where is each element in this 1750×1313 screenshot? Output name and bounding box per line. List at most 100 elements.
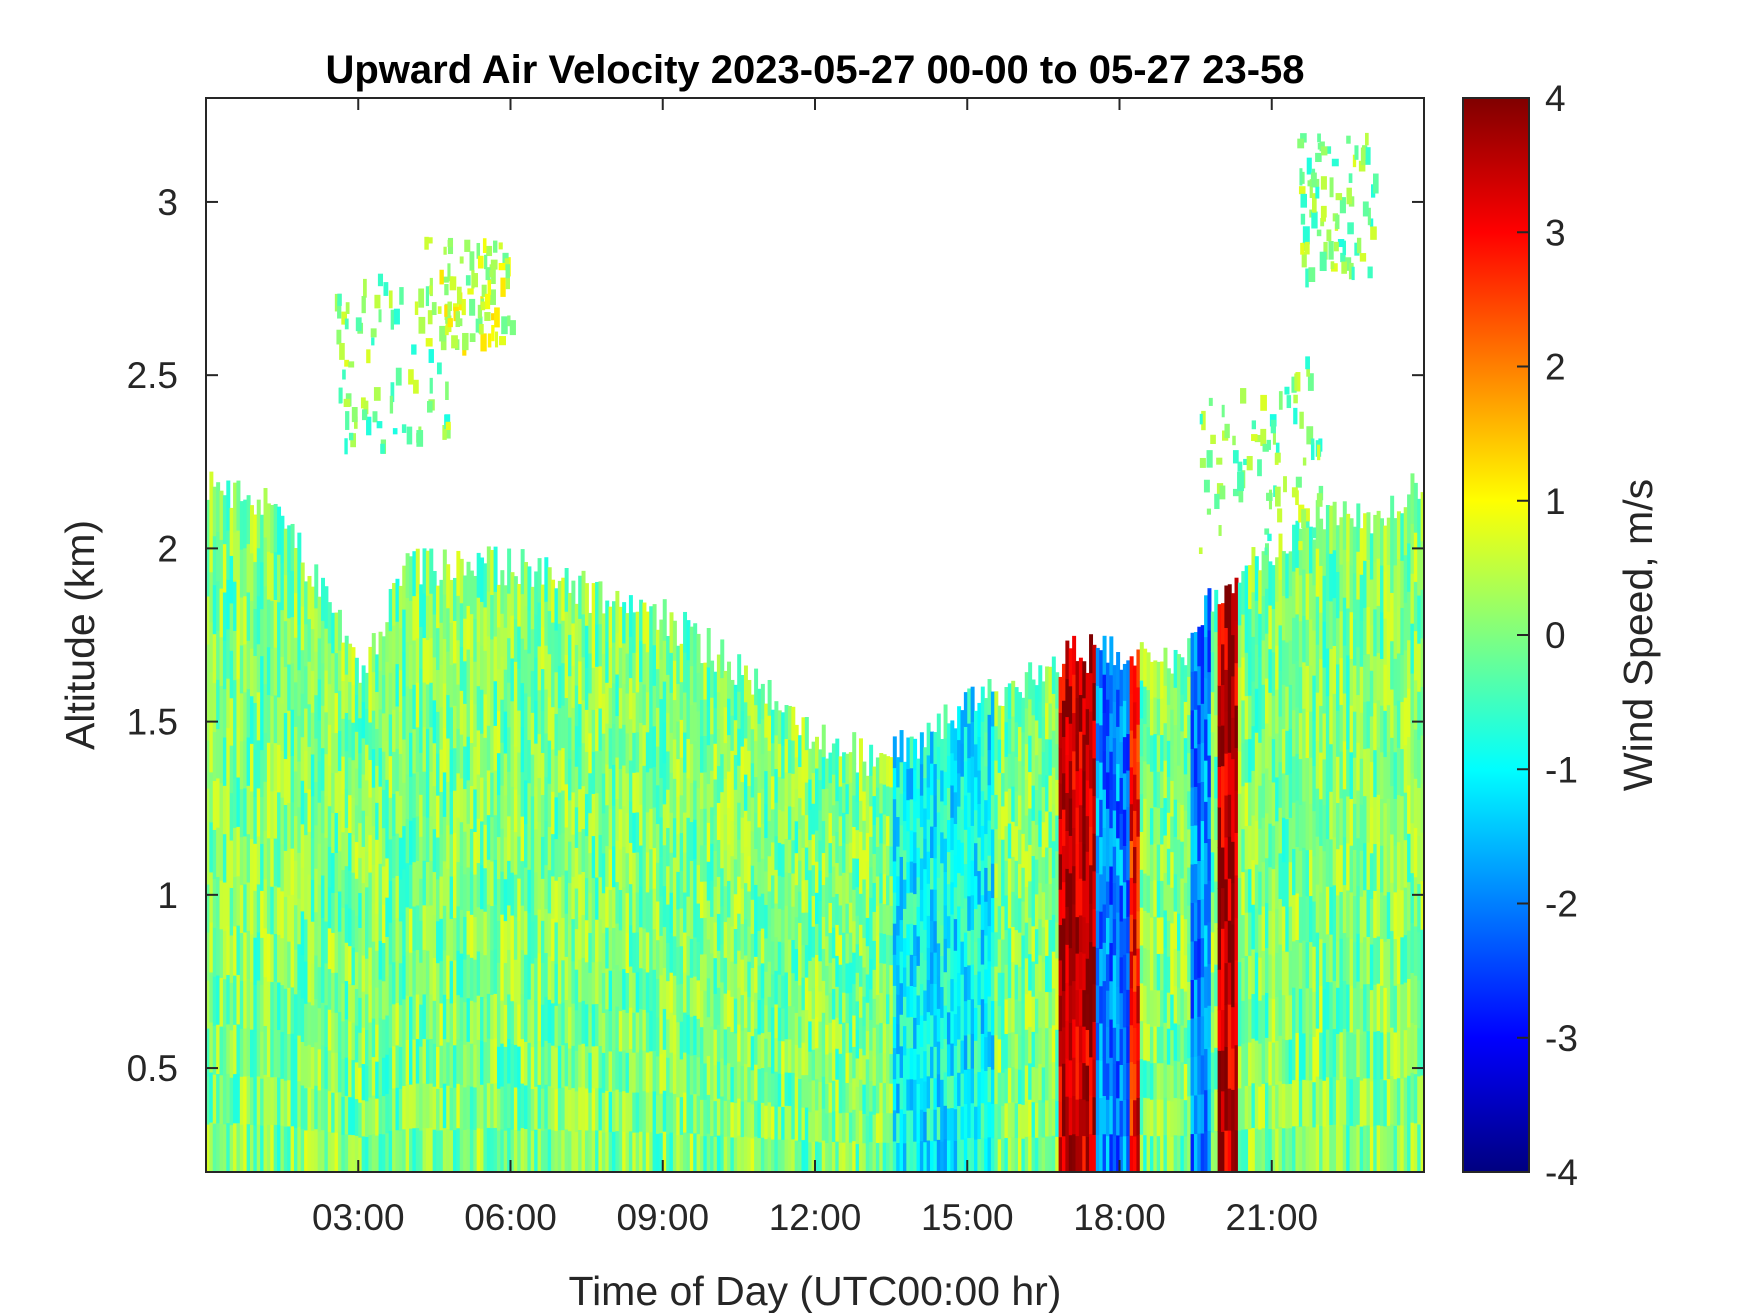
heatmap-cell <box>740 923 745 960</box>
heatmap-cell <box>747 1066 752 1103</box>
heatmap-cell <box>791 906 796 940</box>
heatmap-cell <box>1302 893 1307 941</box>
heatmap-cell <box>628 1007 633 1049</box>
heatmap-cell <box>442 727 447 773</box>
heatmap-cell <box>1153 660 1158 698</box>
heatmap-cell <box>1264 902 1269 949</box>
heatmap-cell <box>1207 588 1212 631</box>
heatmap-cell <box>469 828 474 872</box>
heatmap-cell <box>1380 705 1384 753</box>
heatmap-cell <box>544 996 549 1041</box>
heatmap-cell <box>547 653 552 698</box>
heatmap-cell <box>835 986 840 1018</box>
heatmap-cell <box>791 1138 796 1172</box>
heatmap-cell <box>409 908 413 953</box>
heatmap-cell <box>720 867 725 907</box>
heatmap-cell <box>1187 1133 1192 1172</box>
heatmap-cell <box>730 820 735 857</box>
heatmap-cell <box>1173 799 1178 838</box>
heatmap-cell <box>930 1046 935 1079</box>
heatmap-cell <box>940 1079 945 1111</box>
heatmap-cell <box>568 1130 572 1172</box>
heatmap-cell <box>263 732 268 782</box>
heatmap-cell <box>476 1127 481 1172</box>
heatmap-cell <box>1380 798 1384 846</box>
heatmap-cell <box>957 739 962 774</box>
heatmap-cell <box>297 1126 302 1172</box>
heatmap-cell <box>449 918 454 962</box>
heatmap-cell <box>277 744 282 793</box>
heatmap-cell <box>412 684 417 730</box>
heatmap-cell <box>872 824 877 855</box>
heatmap-cell <box>527 782 532 827</box>
heatmap-cell <box>858 893 863 925</box>
heatmap-cell <box>490 1127 495 1172</box>
heatmap-cell <box>442 905 447 951</box>
heatmap-cell <box>412 950 417 996</box>
heatmap-cell <box>300 910 305 955</box>
heatmap-cell <box>456 817 461 863</box>
heatmap-cell <box>980 998 985 1034</box>
heatmap-cell <box>757 688 762 724</box>
heatmap-cell <box>1319 845 1324 893</box>
heatmap-cell <box>625 1012 630 1053</box>
heatmap-cell <box>375 654 380 692</box>
heatmap-cell <box>967 792 972 828</box>
heatmap-cell <box>645 811 650 853</box>
heatmap-cell <box>672 975 677 1016</box>
heatmap-cell <box>801 749 806 783</box>
heatmap-cell <box>757 757 762 793</box>
heatmap-cell <box>974 743 978 778</box>
heatmap-cell <box>967 895 972 931</box>
heatmap-cell <box>1156 844 1161 882</box>
heatmap-cell <box>1400 654 1405 703</box>
heatmap-cell <box>398 753 403 796</box>
heatmap-cell <box>1278 1126 1283 1172</box>
heatmap-cell <box>1160 916 1165 954</box>
heatmap-cell <box>699 917 704 955</box>
heatmap-cell <box>679 1021 684 1060</box>
heatmap-cell <box>1227 794 1232 837</box>
heatmap-cell <box>212 1074 217 1124</box>
heatmap-cell <box>351 909 356 948</box>
heatmap-cell <box>1089 1018 1094 1058</box>
heatmap-cell <box>283 1080 288 1127</box>
heatmap-cell <box>1160 880 1165 918</box>
heatmap-cell <box>1170 1065 1175 1102</box>
heatmap-cell <box>1231 923 1236 966</box>
heatmap-cell <box>1112 990 1117 1028</box>
heatmap-cell <box>1241 571 1246 615</box>
heatmap-cell <box>371 1018 376 1058</box>
heatmap-cell <box>1339 517 1344 565</box>
heatmap-cell <box>300 562 305 607</box>
heatmap-cell <box>361 773 366 811</box>
heatmap-cell <box>557 834 562 878</box>
heatmap-cell <box>1089 903 1094 943</box>
heatmap-cell <box>358 962 363 998</box>
heatmap-cell <box>1400 607 1405 655</box>
heatmap-cell <box>452 747 457 791</box>
heatmap-cell <box>591 919 596 963</box>
heatmap-cell <box>1133 701 1138 739</box>
heatmap-cell <box>415 1082 420 1129</box>
heatmap-cell <box>337 1091 342 1133</box>
heatmap-cell <box>432 1000 437 1044</box>
heatmap-cell <box>960 941 965 975</box>
heatmap-cell <box>1065 982 1070 1021</box>
heatmap-cell <box>754 812 759 849</box>
heatmap-cell <box>557 792 562 835</box>
heatmap-cell <box>510 743 515 787</box>
heatmap-cell <box>405 862 410 908</box>
heatmap-cell <box>628 801 633 843</box>
heatmap-cell <box>314 781 319 826</box>
heatmap-cell <box>628 677 633 720</box>
heatmap-cell <box>683 891 688 933</box>
heatmap-cell <box>974 1040 978 1074</box>
heatmap-cell <box>980 686 985 722</box>
heatmap-cell <box>1048 738 1053 776</box>
heatmap-cell <box>831 1080 836 1112</box>
heatmap-cell <box>913 955 918 987</box>
heatmap-cell <box>1170 958 1175 995</box>
heatmap-cell <box>378 670 383 710</box>
heatmap-cell <box>639 844 644 887</box>
